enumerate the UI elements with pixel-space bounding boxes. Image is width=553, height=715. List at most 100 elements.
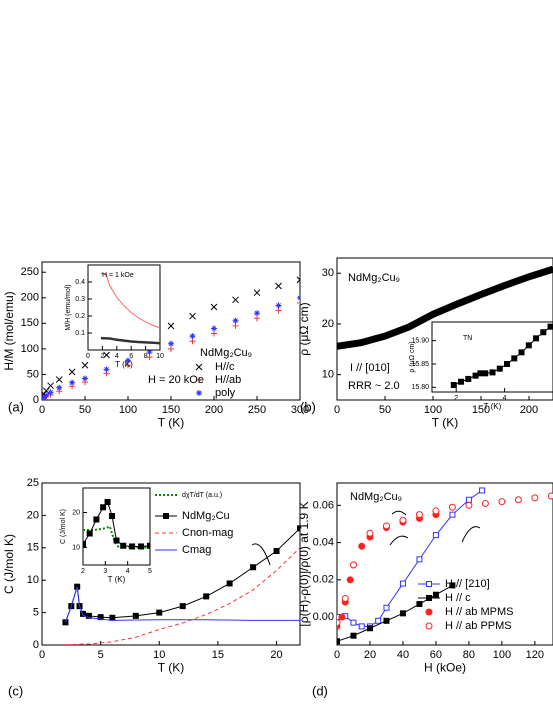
legend-label: H // c xyxy=(445,592,471,604)
marker xyxy=(56,384,63,391)
marker xyxy=(254,310,260,317)
legend-label: H // [210] xyxy=(445,578,490,590)
marker xyxy=(366,625,373,632)
marker xyxy=(477,370,484,377)
arrow xyxy=(389,535,409,546)
marker xyxy=(273,548,280,555)
marker xyxy=(547,492,553,500)
marker xyxy=(232,317,239,324)
marker xyxy=(297,299,300,306)
marker xyxy=(350,632,357,639)
marker xyxy=(399,580,406,587)
x-axis-label: H (kOe) xyxy=(424,660,466,674)
plot-area xyxy=(62,525,300,645)
marker xyxy=(482,370,489,377)
marker xyxy=(43,392,50,399)
x-tick-label: 15 xyxy=(212,649,224,661)
panel-label: (d) xyxy=(312,683,328,698)
marker xyxy=(203,593,210,600)
series-line xyxy=(100,273,160,329)
plot-area xyxy=(450,323,553,388)
legend-label: H // ab PPMS xyxy=(445,620,512,632)
marker xyxy=(196,390,202,396)
x-tick-label: 100 xyxy=(119,404,137,416)
marker xyxy=(465,501,473,509)
x-tick-label: 80 xyxy=(463,649,475,661)
marker xyxy=(349,561,357,569)
series-line xyxy=(64,586,300,623)
plot-frame xyxy=(336,482,553,646)
plot-area xyxy=(337,487,553,645)
marker xyxy=(338,613,346,621)
marker xyxy=(195,363,203,371)
marker xyxy=(296,276,300,284)
y-tick-label: 0.02 xyxy=(313,574,334,586)
marker xyxy=(383,617,390,624)
marker xyxy=(97,614,104,621)
legend-label: H // ab MPMS xyxy=(445,606,513,618)
marker xyxy=(448,503,456,511)
marker xyxy=(426,595,432,601)
x-axis-label: T (K) xyxy=(108,575,126,584)
y-axis-label: ρ (μΩ cm) xyxy=(297,302,311,355)
x-tick-label: 20 xyxy=(270,649,282,661)
marker xyxy=(226,580,233,587)
legend-label: poly xyxy=(215,387,236,399)
marker xyxy=(450,382,457,388)
marker xyxy=(250,564,257,571)
y-tick-label: 0 xyxy=(33,394,39,406)
y-tick-label: 25 xyxy=(27,477,39,489)
x-tick-label: 60 xyxy=(430,649,442,661)
x-tick-label: 4 xyxy=(115,353,119,360)
marker xyxy=(132,612,139,619)
marker xyxy=(275,282,282,290)
marker xyxy=(504,361,511,367)
y-tick-label: 0.4 xyxy=(75,279,85,286)
y-tick-label: 200 xyxy=(21,292,39,304)
x-tick-label: 4 xyxy=(126,568,130,575)
plot-frame xyxy=(82,487,151,566)
marker xyxy=(156,609,163,616)
y-tick-label: 20 xyxy=(27,509,39,521)
marker xyxy=(211,330,217,337)
marker xyxy=(93,516,100,523)
x-tick-label: 6 xyxy=(129,353,133,360)
x-tick-label: 200 xyxy=(520,404,538,416)
marker xyxy=(375,617,382,624)
y-axis-label: ρ (μΩ cm) xyxy=(409,341,416,372)
y-tick-label: 0.00 xyxy=(313,611,334,623)
marker xyxy=(425,608,433,616)
x-tick-label: 8 xyxy=(144,353,148,360)
marker xyxy=(425,622,433,630)
marker xyxy=(232,322,239,329)
x-tick-label: 2 xyxy=(100,353,104,360)
y-tick-label: 0.06 xyxy=(313,499,334,511)
marker xyxy=(109,513,116,519)
panel-label: (c) xyxy=(8,683,23,698)
marker xyxy=(341,594,349,602)
plot-frame xyxy=(87,264,161,351)
marker xyxy=(432,591,439,598)
x-tick-label: 0 xyxy=(334,649,340,661)
marker xyxy=(138,543,145,550)
marker xyxy=(432,507,440,515)
legend-label: Cmag xyxy=(182,544,211,556)
marker xyxy=(42,394,47,400)
y-axis-label: C (J/mol K) xyxy=(60,509,67,544)
marker xyxy=(481,499,489,507)
x-axis-label: T (K) xyxy=(432,415,458,429)
marker xyxy=(511,355,518,362)
marker xyxy=(540,329,547,336)
x-tick-label: 3 xyxy=(103,568,107,575)
marker xyxy=(211,325,217,332)
marker xyxy=(232,296,239,304)
annotation: I // [010] xyxy=(350,362,390,374)
x-tick-label: 10 xyxy=(156,353,164,360)
marker xyxy=(358,542,366,550)
marker xyxy=(210,303,218,311)
x-tick-label: 200 xyxy=(205,404,223,416)
plot-area xyxy=(337,265,553,350)
marker xyxy=(449,511,456,518)
x-tick-label: 5 xyxy=(148,568,152,575)
y-tick-label: 0.1 xyxy=(75,330,85,337)
